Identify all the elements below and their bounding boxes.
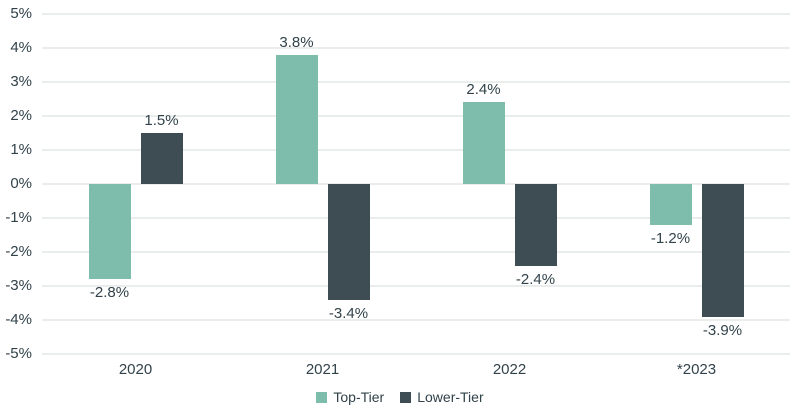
gridline xyxy=(42,183,790,185)
x-axis-category-label: *2023 xyxy=(676,361,717,378)
y-axis-tick-label: 3% xyxy=(10,73,32,90)
bar-value-label: -3.9% xyxy=(702,321,743,339)
bar-lower-tier-2022 xyxy=(514,184,557,266)
legend-item-lower-tier: Lower-Tier xyxy=(400,389,484,405)
legend: Top-Tier Lower-Tier xyxy=(0,389,800,405)
gridline xyxy=(42,251,790,253)
bar-top-tier-2020 xyxy=(88,184,131,280)
y-axis-tick-label: -1% xyxy=(5,209,32,226)
x-axis-category-label: 2021 xyxy=(305,361,340,378)
y-axis-tick-label: 4% xyxy=(10,39,32,56)
bar-value-label: -2.8% xyxy=(89,284,130,302)
bar-value-label: 2.4% xyxy=(466,81,501,99)
y-axis-tick-label: 2% xyxy=(10,107,32,124)
x-axis-category-label: 2022 xyxy=(492,361,527,378)
bar-value-label: -1.2% xyxy=(650,229,691,247)
bar-value-label: -3.4% xyxy=(328,304,369,322)
x-axis-category-label: 2020 xyxy=(118,361,153,378)
bar-lower-tier-2023 xyxy=(701,184,744,317)
bar-value-label: 1.5% xyxy=(144,112,179,129)
gridline xyxy=(42,285,790,287)
gridline xyxy=(42,115,790,117)
bar-top-tier-2022 xyxy=(462,102,505,184)
legend-swatch-icon xyxy=(316,391,328,403)
y-axis-tick-label: -5% xyxy=(5,345,32,362)
y-axis-tick-label: -3% xyxy=(5,277,32,294)
gridline xyxy=(42,353,790,355)
legend-label: Top-Tier xyxy=(333,389,385,405)
legend-item-top-tier: Top-Tier xyxy=(316,389,384,405)
bar-lower-tier-2021 xyxy=(327,184,370,300)
gridline xyxy=(42,47,790,49)
bar-top-tier-2021 xyxy=(275,54,318,184)
gridline xyxy=(42,13,790,15)
y-axis-tick-label: 1% xyxy=(10,141,32,158)
bar-top-tier-2023 xyxy=(649,184,692,225)
legend-swatch-icon xyxy=(400,391,412,403)
gridline xyxy=(42,217,790,219)
y-axis-tick-label: 0% xyxy=(10,175,32,192)
y-axis-tick-label: -4% xyxy=(5,311,32,328)
legend-label: Lower-Tier xyxy=(417,389,484,405)
bar-value-label: 3.8% xyxy=(279,33,314,51)
gridline xyxy=(42,319,790,321)
gridline xyxy=(42,81,790,83)
gridline xyxy=(42,149,790,151)
bar-value-label: -2.4% xyxy=(515,270,556,288)
bar-lower-tier-2020 xyxy=(140,133,183,184)
y-axis-tick-label: -2% xyxy=(5,243,32,260)
y-axis-tick-label: 5% xyxy=(10,5,32,22)
